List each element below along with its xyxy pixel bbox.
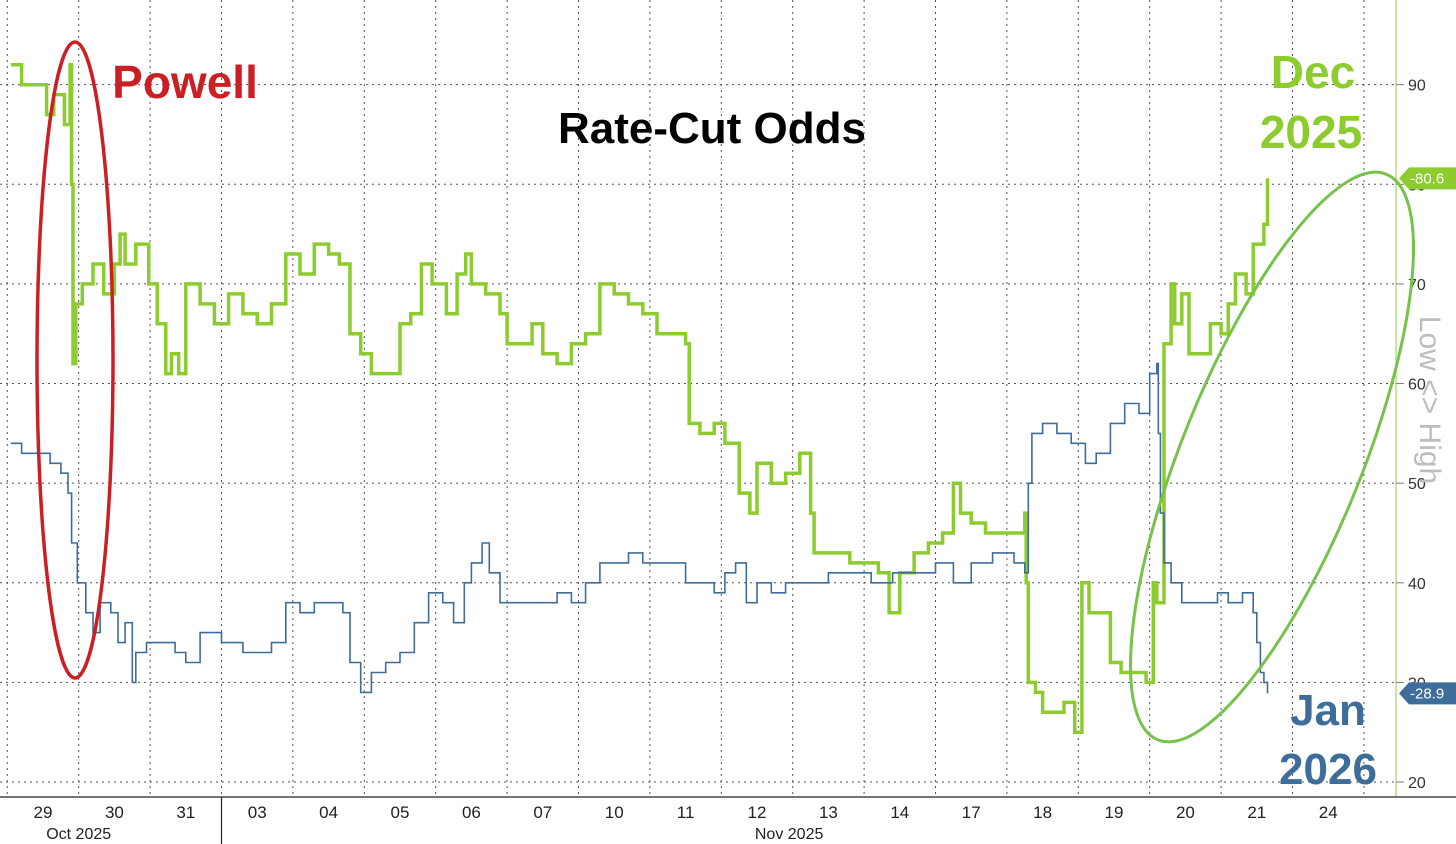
x-tick-label: 06 [462,803,481,822]
series-line-jan-2026 [10,362,1269,694]
series-line-dec-2025 [10,63,1270,734]
y-tick-label: 50 [1408,476,1426,493]
x-tick-label: 21 [1247,803,1266,822]
x-tick-label: 12 [748,803,767,822]
x-tick-label: 20 [1176,803,1195,822]
y-tick-label: 60 [1408,377,1426,394]
badge-value: -80.6 [1410,170,1444,187]
x-tick-label: 05 [391,803,410,822]
last-value-badge: -28.9 [1399,682,1456,705]
x-tick-label: 04 [319,803,338,822]
y-tick-label: 20 [1408,775,1426,792]
x-tick-label: 14 [890,803,909,822]
y-tick-label: 40 [1408,576,1426,593]
annotation-label: Powell [112,56,258,108]
highlight-ellipse [1129,170,1415,744]
x-tick-label: 31 [176,803,195,822]
x-tick-label: 19 [1105,803,1124,822]
x-tick-label: 10 [605,803,624,822]
gridlines [0,0,1395,797]
badge-value: -28.9 [1410,685,1444,702]
powell-ellipse [35,40,115,680]
x-tick-label: 03 [248,803,267,822]
annotation-label: Jan [1290,686,1366,735]
badge-shape [1399,682,1456,705]
last-value-badge: -80.6 [1399,167,1456,190]
x-tick-label: 29 [34,803,53,822]
badge-shape [1399,167,1456,190]
x-tick-label: 17 [962,803,981,822]
x-tick-label: 13 [819,803,838,822]
annotation-label: Dec [1271,46,1355,98]
x-tick-label: 11 [677,803,695,822]
x-tick-label: 30 [105,803,124,822]
x-tick-label: 07 [533,803,552,822]
x-month-label: Oct 2025 [46,826,111,843]
series-layer: -80.6 -28.9 [10,63,1456,734]
annotation-label: 2026 [1279,745,1377,794]
annotation-label: 2025 [1260,106,1362,158]
y-axis-title: Low <> High [1413,316,1446,484]
x-tick-label: 18 [1033,803,1052,822]
x-month-label: Nov 2025 [755,826,824,843]
x-tick-label: 24 [1319,803,1338,822]
chart-title: Rate-Cut Odds [558,104,866,153]
y-tick-label: 90 [1408,78,1426,95]
annotation-layer: Rate-Cut Odds Powell Dec 2025 Jan 2026 [35,40,1415,794]
